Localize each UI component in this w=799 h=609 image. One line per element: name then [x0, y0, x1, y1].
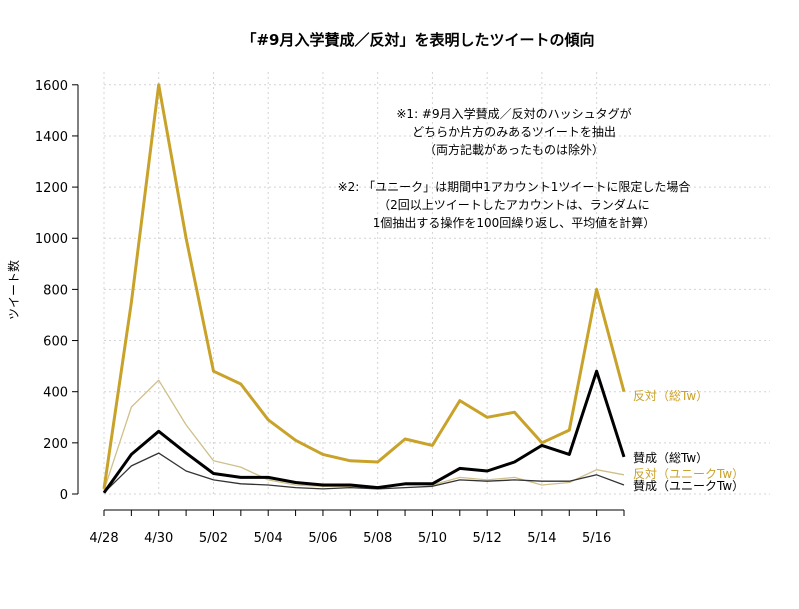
y-tick-label: 1600	[35, 79, 68, 94]
note-line: ※1: #9月入学賛成／反対のハッシュタグが	[396, 106, 631, 121]
y-tick-label: 200	[43, 437, 68, 452]
x-tick-label: 5/12	[473, 531, 502, 546]
x-tick-label: 5/10	[418, 531, 447, 546]
series-label: 賛成（ユニークTw）	[633, 479, 744, 493]
x-tick-label: 4/28	[89, 531, 118, 546]
series-label: 賛成（総Tw）	[633, 451, 708, 465]
x-tick-label: 5/08	[363, 531, 392, 546]
note-line: 1個抽出する操作を100回繰り返し、平均値を計算）	[373, 215, 656, 230]
chart-title: 「#9月入学賛成／反対」を表明したツイートの傾向	[241, 31, 594, 49]
note-line: （2回以上ツイートしたアカウントは、ランダムに	[378, 197, 650, 212]
x-tick-label: 5/04	[254, 531, 283, 546]
y-tick-label: 1200	[35, 181, 68, 196]
series-lines	[102, 83, 626, 494]
y-tick-label: 1000	[35, 232, 68, 247]
annotation-notes: ※1: #9月入学賛成／反対のハッシュタグが どちらか片方のみあるツイートを抽出…	[338, 106, 691, 230]
y-axis-label: ツイート数	[6, 260, 21, 320]
series-line	[102, 369, 626, 494]
series-line	[103, 379, 625, 491]
x-tick-label: 5/06	[308, 531, 337, 546]
grid	[103, 72, 770, 495]
y-tick-label: 400	[43, 386, 68, 401]
x-tick-label: 5/14	[527, 531, 556, 546]
series-line	[102, 83, 626, 490]
series-labels: 反対（総Tw） 反対（ユニークTw） 賛成（総Tw） 賛成（ユニークTw）	[633, 389, 744, 493]
y-tick-label: 600	[43, 335, 68, 350]
x-tick-label: 5/16	[582, 531, 611, 546]
note-line: どちらか片方のみあるツイートを抽出	[412, 124, 616, 139]
note-line: ※2: 「ユニーク」は期間中1アカウント1ツイートに限定した場合	[338, 179, 691, 194]
series-line	[103, 452, 625, 494]
axes: 0 200 400 600 800 1000 1200 1400 1600 4/28 4/30 5/0…	[35, 79, 625, 546]
x-tick-label: 4/30	[144, 531, 173, 546]
series-label: 反対（総Tw）	[633, 389, 708, 403]
y-tick-label: 800	[43, 283, 68, 298]
y-tick-label: 1400	[35, 130, 68, 145]
y-tick-label: 0	[60, 488, 68, 503]
note-line: （両方記載があったものは除外）	[424, 142, 604, 157]
series-label: 反対（ユニークTw）	[633, 467, 744, 481]
x-tick-label: 5/02	[199, 531, 228, 546]
